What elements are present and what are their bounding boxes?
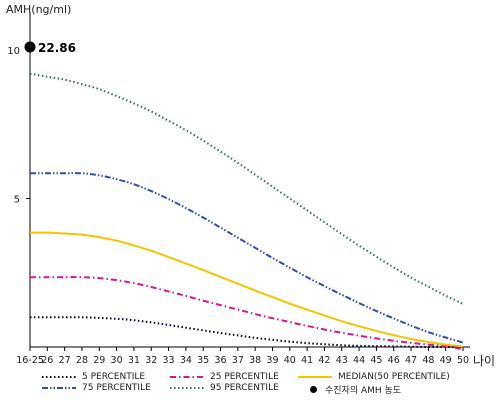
x-tick-label: 31 (128, 355, 140, 366)
x-tick-label: 27 (59, 355, 71, 366)
series-line-1 (30, 276, 464, 351)
patient-amh-label: 22.86 (38, 41, 76, 55)
legend-item-patient: 수진자의 AMH 농도 (310, 383, 401, 396)
legend-item-95p: 95 PERCENTILE (170, 383, 279, 393)
x-tick-label: 33 (163, 355, 175, 366)
legend-item-25p: 25 PERCENTILE (170, 372, 279, 382)
patient-amh-point (24, 41, 36, 53)
legend-item-median: MEDIAN(50 PERCENTILE) (298, 372, 450, 382)
legend-label: 25 PERCENTILE (210, 372, 279, 382)
x-tick-label: 44 (353, 355, 365, 366)
x-tick-label: 41 (301, 355, 313, 366)
legend-label: 75 PERCENTILE (82, 383, 151, 393)
legend-item-75p: 75 PERCENTILE (42, 383, 151, 393)
x-tick-label: 42 (318, 355, 330, 366)
x-tick-label: 39 (266, 355, 278, 366)
legend-label: 5 PERCENTILE (82, 372, 146, 382)
series-line-2 (29, 231, 464, 348)
x-tick-label: 26 (41, 355, 53, 366)
x-tick-label: 29 (93, 355, 105, 366)
x-tick-label: 50 (457, 355, 469, 366)
x-tick-label: 38 (249, 355, 261, 366)
series-line-4 (29, 72, 464, 305)
legend-swatch (42, 387, 76, 389)
x-axis-label: 나이 (473, 354, 495, 368)
series-line-0 (30, 316, 463, 349)
x-tick-label: 48 (422, 355, 434, 366)
x-tick-label: 36 (214, 355, 226, 366)
y-tick-label: 10 (7, 46, 20, 57)
x-tick-label: 28 (76, 355, 88, 366)
x-tick-label: 35 (197, 355, 209, 366)
legend-swatch (170, 376, 204, 378)
legend-swatch (170, 387, 204, 389)
x-tick-label: 49 (440, 355, 452, 366)
x-tick-label: 45 (370, 355, 382, 366)
legend-dot-icon (310, 386, 317, 393)
x-tick-label: 32 (145, 355, 157, 366)
legend: 5 PERCENTILE 25 PERCENTILE MEDIAN(50 PER… (0, 368, 500, 400)
y-tick-label: 5 (14, 195, 20, 206)
legend-item-5p: 5 PERCENTILE (42, 372, 145, 382)
legend-swatch (42, 376, 76, 378)
x-tick-label: 40 (284, 355, 296, 366)
x-tick-label: 46 (388, 355, 400, 366)
x-tick-label: 47 (405, 355, 417, 366)
x-tick-label: 37 (232, 355, 244, 366)
x-tick-label: 16-25 (16, 355, 44, 366)
x-tick-label: 34 (180, 355, 192, 366)
x-tick-label: 43 (336, 355, 348, 366)
y-axis-label: AMH(ng/ml) (6, 3, 72, 16)
legend-label: 95 PERCENTILE (210, 383, 279, 393)
legend-swatch (298, 376, 332, 378)
x-tick-label: 30 (111, 355, 123, 366)
legend-label: 수진자의 AMH 농도 (325, 386, 402, 396)
legend-label: MEDIAN(50 PERCENTILE) (338, 372, 450, 382)
